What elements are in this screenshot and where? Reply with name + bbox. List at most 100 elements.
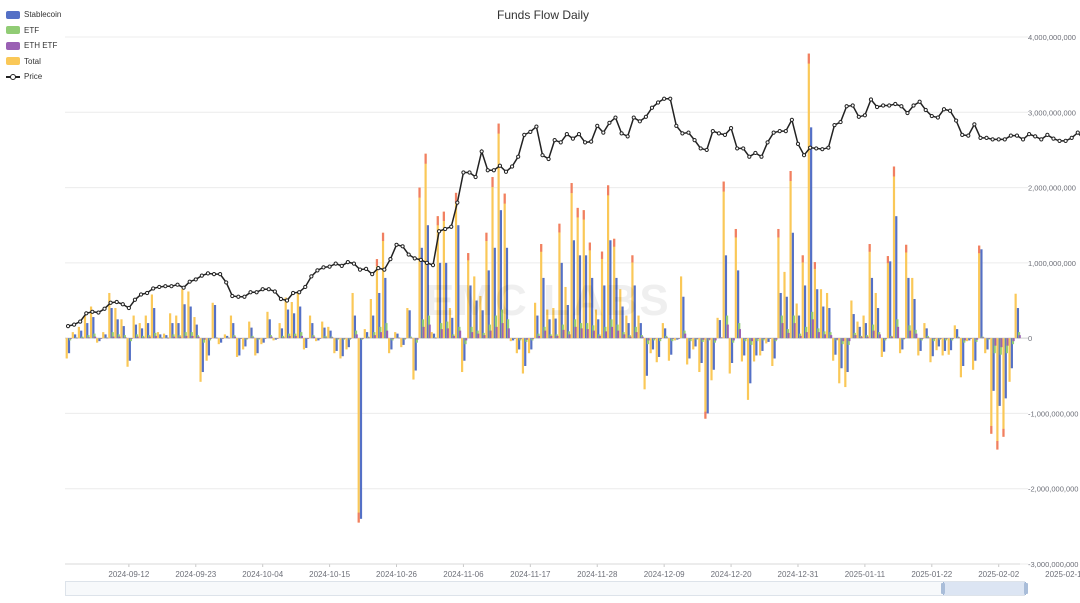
- bar-eth-etf: [921, 338, 924, 339]
- price-point: [716, 131, 722, 136]
- bar-eth-etf: [1000, 338, 1003, 348]
- legend: Stablecoin ETF ETH ETF Total Price: [6, 7, 61, 85]
- bar-stablecoin: [682, 296, 685, 339]
- legend-item-total[interactable]: Total: [6, 54, 61, 70]
- bar-total: [242, 338, 245, 350]
- bar-eth-etf: [331, 337, 334, 339]
- bar-eth-etf: [519, 338, 523, 339]
- bar-total: [971, 338, 975, 370]
- bar-stablecoin: [992, 338, 995, 391]
- zoom-handle-right[interactable]: [1024, 583, 1028, 594]
- zoom-handle-left[interactable]: [941, 583, 945, 594]
- price-point: [856, 114, 861, 119]
- price-point: [765, 140, 770, 145]
- y-tick-label: 0: [1028, 334, 1032, 343]
- bar-total: [874, 292, 877, 339]
- bar-stablecoin: [438, 262, 442, 339]
- price-point: [376, 266, 381, 271]
- bar-eth-etf: [647, 338, 650, 341]
- bar-total: [71, 332, 74, 339]
- bar-eth-etf: [385, 330, 389, 339]
- price-point: [284, 298, 290, 303]
- price-point: [540, 153, 545, 158]
- bar-eth-etf: [957, 337, 960, 339]
- price-point: [260, 287, 265, 292]
- price-point: [333, 261, 338, 266]
- bar-stablecoin: [207, 338, 211, 356]
- bar-total: [582, 210, 585, 339]
- bar-total-accent: [990, 425, 993, 434]
- bar-eth-etf: [191, 335, 194, 339]
- bar-stablecoin: [183, 304, 186, 339]
- bar-stablecoin: [591, 277, 594, 339]
- bar-total: [187, 291, 190, 339]
- bar-eth-etf: [811, 319, 814, 339]
- bar-total-accent: [540, 244, 543, 252]
- bar-total: [777, 228, 780, 339]
- bar-etf: [208, 338, 212, 341]
- x-tick-label: 2025-01-22: [911, 570, 952, 579]
- price-point: [710, 129, 715, 134]
- bar-total: [813, 262, 817, 339]
- bar-eth-etf: [258, 338, 261, 339]
- bar-stablecoin: [329, 330, 332, 339]
- bar-total-accent: [497, 123, 500, 134]
- bar-eth-etf: [884, 338, 887, 339]
- bar-stablecoin: [250, 327, 253, 339]
- bar-total: [162, 333, 166, 339]
- bar-eth-etf: [428, 324, 431, 339]
- legend-item-etf[interactable]: ETF: [6, 23, 61, 39]
- price-point: [814, 146, 819, 151]
- price-point: [297, 290, 302, 295]
- bar-total-accent: [558, 223, 561, 233]
- bar-stablecoin: [974, 338, 977, 361]
- bar-stablecoin: [286, 309, 290, 339]
- bar-stablecoin: [822, 306, 825, 339]
- bar-stablecoin: [511, 338, 515, 341]
- bar-total: [308, 315, 312, 339]
- price-point: [735, 146, 740, 151]
- bar-stablecoin: [846, 338, 849, 373]
- price-point: [893, 101, 898, 107]
- legend-item-stablecoin[interactable]: Stablecoin: [6, 7, 61, 23]
- bar-eth-etf: [525, 338, 529, 340]
- bar-total: [345, 338, 348, 350]
- bar-total: [272, 338, 275, 341]
- zoom-slider[interactable]: [65, 581, 1028, 596]
- bar-stablecoin: [530, 338, 533, 350]
- legend-item-price[interactable]: Price: [6, 69, 61, 85]
- price-point: [430, 263, 436, 268]
- price-point: [242, 294, 247, 299]
- legend-item-eth-etf[interactable]: ETH ETF: [6, 38, 61, 54]
- bar-stablecoin: [1004, 338, 1007, 399]
- price-point: [923, 107, 928, 113]
- bar-stablecoin: [718, 320, 721, 339]
- price-point: [1075, 130, 1080, 135]
- bar-total: [144, 315, 147, 339]
- bar-eth-etf: [945, 338, 948, 339]
- bar-total: [643, 338, 646, 390]
- chart-title: Funds Flow Daily: [496, 8, 590, 22]
- bar-total: [619, 289, 622, 339]
- bar-etf: [519, 338, 522, 341]
- bar-eth-etf: [367, 337, 370, 339]
- zoom-window[interactable]: [941, 582, 1028, 595]
- legend-swatch-stablecoin: [6, 10, 20, 19]
- price-point: [503, 169, 509, 174]
- bar-total: [576, 207, 579, 339]
- bar-eth-etf: [440, 329, 443, 339]
- bar-stablecoin: [919, 338, 922, 351]
- bar-stablecoin: [554, 318, 557, 339]
- bar-eth-etf: [775, 338, 778, 340]
- bar-etf: [525, 338, 528, 342]
- bar-total: [150, 294, 153, 339]
- price-point: [966, 133, 971, 138]
- bar-stablecoin: [639, 323, 642, 339]
- bar-stablecoin: [913, 298, 916, 339]
- bar-etf: [202, 338, 206, 343]
- bar-eth-etf: [507, 328, 510, 339]
- bar-total: [807, 53, 810, 339]
- bar-eth-etf: [264, 338, 267, 339]
- x-tick-label: 2024-09-12: [108, 570, 149, 579]
- legend-label-etf: ETF: [24, 25, 40, 35]
